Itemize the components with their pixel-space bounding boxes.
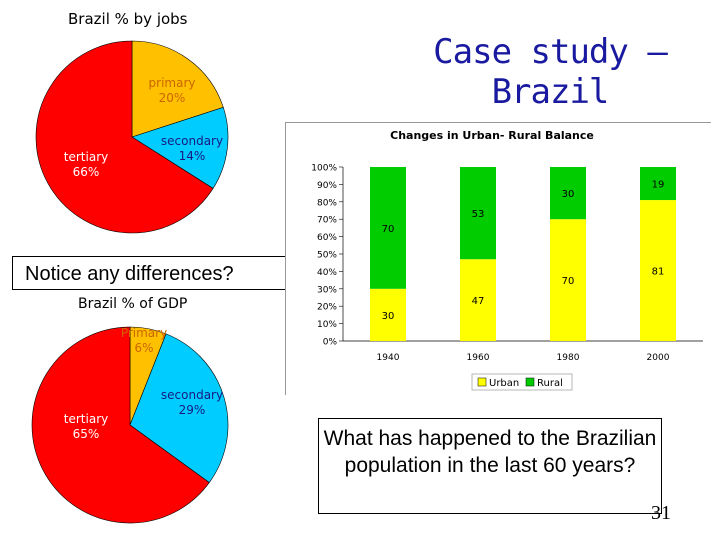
jobs-pie-label-primary: primary 20% [148, 76, 196, 105]
bar-data-label: 30 [562, 189, 575, 200]
legend-box [471, 373, 573, 391]
bar-urban-1980 [550, 219, 586, 341]
gdp-pie-label-secondary: secondary 29% [160, 388, 224, 417]
bar-data-label: 30 [382, 311, 395, 322]
x-tick-label: 1960 [467, 353, 490, 363]
legend-swatch-urban [477, 377, 487, 387]
bar-rural-2000 [640, 167, 676, 201]
bar-chart-title: Changes in Urban- Rural Balance [390, 129, 594, 142]
y-tick-label: 70% [317, 216, 337, 226]
y-tick-label: 40% [317, 268, 337, 278]
gdp-pie-chart [31, 326, 229, 524]
y-tick-label: 100% [311, 164, 337, 174]
y-tick-label: 80% [317, 198, 337, 208]
bar-rural-1980 [550, 167, 586, 220]
gdp-pie-title: Brazil % of GDP [78, 296, 188, 312]
bar-urban-1960 [460, 259, 496, 341]
jobs-pie-title: Brazil % by jobs [68, 10, 188, 28]
jobs-pie-slice-secondary [131, 106, 229, 189]
y-tick-label: 50% [317, 251, 337, 261]
bar-urban-1940 [370, 288, 406, 341]
gdp-pie-slice-secondary [129, 333, 229, 484]
bar-data-label: 70 [382, 224, 395, 235]
gdp-pie-label-primary: Primary 6% [120, 326, 168, 355]
y-tick-label: 60% [317, 233, 337, 243]
bar-urban-2000 [640, 200, 676, 341]
legend-label-urban: Urban [489, 378, 519, 389]
urban-rural-bar-chart: Changes in Urban- Rural Balance 0% 10% 20%… [311, 129, 703, 391]
x-tick-label: 1940 [377, 353, 400, 363]
gdp-pie-slice-tertiary [31, 326, 210, 524]
jobs-pie-label-tertiary: tertiary 66% [63, 150, 109, 179]
legend-swatch-rural [525, 377, 535, 387]
bar-data-label: 70 [562, 276, 575, 287]
x-tick-label: 2000 [647, 353, 670, 363]
y-tick-label: 10% [317, 320, 337, 330]
y-tick-label: 20% [317, 303, 337, 313]
y-tick-label: 0% [323, 338, 338, 348]
bar-rural-1960 [460, 167, 496, 260]
question-textbox: What has happened to the Brazilian popul… [318, 418, 662, 514]
jobs-pie-slice-tertiary [35, 40, 214, 234]
y-tick-label: 90% [317, 181, 337, 191]
page-number: 31 [651, 502, 671, 524]
bar-data-label: 81 [652, 267, 665, 278]
y-tick-label: 30% [317, 285, 337, 295]
bar-data-label: 47 [472, 296, 485, 307]
jobs-pie-label-secondary: secondary 14% [160, 134, 224, 163]
gdp-pie-label-tertiary: tertiary 65% [63, 412, 109, 441]
slide-title: Case study – Brazil [433, 32, 668, 112]
legend-label-rural: Rural [537, 378, 563, 389]
jobs-pie-chart [35, 40, 229, 234]
x-tick-label: 1980 [557, 353, 580, 363]
notice-textbox: Notice any differences? [12, 256, 288, 290]
jobs-pie-slice-primary [131, 40, 224, 138]
bar-rural-1940 [370, 167, 406, 289]
bar-data-label: 53 [472, 209, 485, 220]
bar-data-label: 19 [652, 180, 665, 191]
